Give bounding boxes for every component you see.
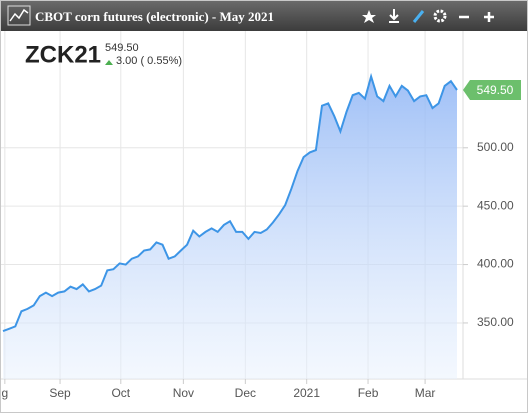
y-tick-label: 400.00	[477, 257, 514, 271]
x-tick-label: Dec	[235, 386, 256, 400]
maximize-button[interactable]	[484, 12, 494, 22]
y-tick-label: 450.00	[477, 198, 514, 212]
x-tick-label: Feb	[358, 386, 379, 400]
price: 549.50	[105, 42, 139, 54]
star-button[interactable]	[362, 10, 376, 23]
settings-button[interactable]	[433, 9, 447, 23]
up-arrow	[105, 60, 113, 65]
title-bar: CBOT corn futures (electronic) - May 202…	[1, 1, 527, 31]
line	[2, 72, 458, 333]
toolbar	[362, 9, 494, 23]
x-tick-label: Nov	[173, 386, 194, 400]
x-tick-label: 2021	[293, 386, 320, 400]
download-button[interactable]	[389, 9, 399, 23]
last-price-label: 549.50	[477, 83, 514, 97]
x-tick-label: Oct	[111, 386, 130, 400]
area	[3, 76, 457, 379]
chart: ZCK21 549.50 3.00 ( 0.55%) 350.00 400.00 4…	[1, 31, 527, 400]
x-tick-label: Sep	[49, 386, 71, 400]
chart-title: CBOT corn futures (electronic) - May 202…	[35, 9, 275, 24]
draw-button[interactable]	[412, 10, 425, 23]
x-tick-label: Mar	[415, 386, 436, 400]
change: 3.00 ( 0.55%)	[116, 55, 182, 67]
last-price-tag	[463, 79, 521, 100]
y-tick-label: 350.00	[477, 315, 514, 329]
chart-icon	[7, 5, 31, 26]
x-tick-label: g	[1, 386, 8, 400]
y-tick-label: 500.00	[477, 140, 514, 154]
symbol: ZCK21	[25, 41, 101, 68]
